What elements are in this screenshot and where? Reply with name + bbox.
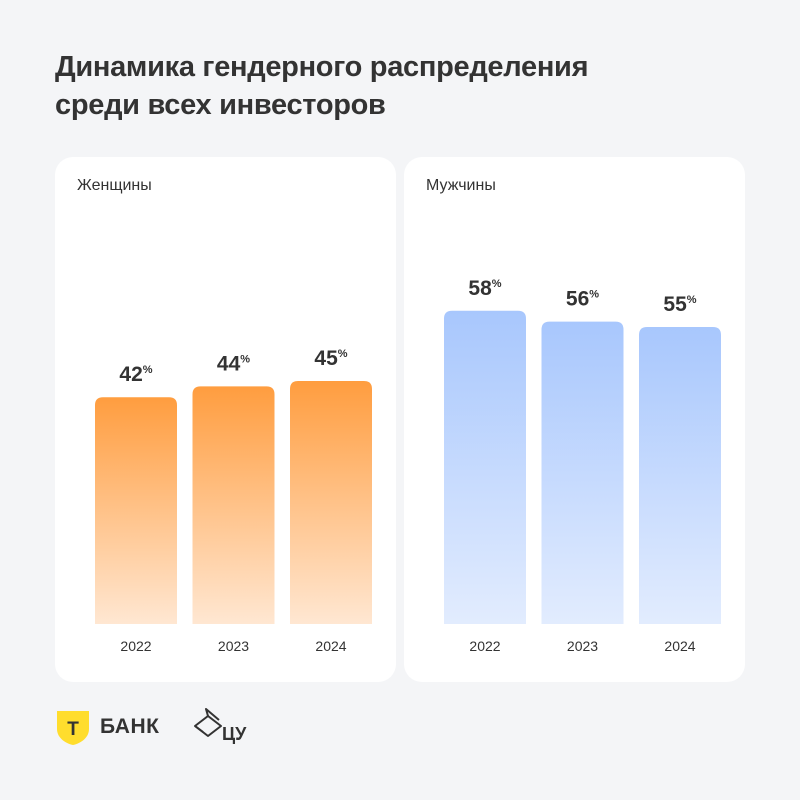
data-label-2024: 45% bbox=[314, 347, 347, 370]
title-line-2: среди всех инвесторов bbox=[55, 89, 386, 121]
x-tick-2024: 2024 bbox=[664, 638, 695, 654]
x-tick-2022: 2022 bbox=[469, 638, 500, 654]
cu-logo-text: ЦУ bbox=[222, 724, 247, 744]
tbank-logo-icon: Т bbox=[57, 711, 89, 745]
x-tick-2023: 2023 bbox=[567, 638, 598, 654]
x-tick-2022: 2022 bbox=[120, 638, 151, 654]
x-tick-2024: 2024 bbox=[315, 638, 346, 654]
chart-card-men: Мужчины 58% 2022 56% 2023 55% 2024 bbox=[404, 157, 745, 682]
chart-card-women: Женщины 42% 2022 44% 2023 45% 2024 bbox=[55, 157, 396, 682]
chart-women: 42% 2022 44% 2023 45% 2024 bbox=[95, 347, 372, 654]
cu-logo-icon bbox=[194, 708, 222, 737]
bar-2022 bbox=[444, 310, 526, 624]
bar-2024 bbox=[290, 381, 372, 624]
page-title: Динамика гендерного распределения среди … bbox=[55, 48, 755, 124]
data-label-2022: 42% bbox=[119, 363, 152, 386]
bar-2023 bbox=[541, 321, 624, 624]
chart-title-men: Мужчины bbox=[426, 177, 496, 194]
bar-2022 bbox=[95, 397, 177, 624]
data-label-2023: 56% bbox=[566, 288, 599, 311]
title-line-1: Динамика гендерного распределения bbox=[55, 51, 589, 83]
bar-2024 bbox=[639, 327, 721, 624]
tbank-logo-text: БАНК bbox=[100, 715, 160, 738]
chart-title-women: Женщины bbox=[77, 177, 152, 194]
data-label-2022: 58% bbox=[468, 277, 501, 300]
bar-2023 bbox=[192, 386, 275, 624]
data-label-2024: 55% bbox=[663, 293, 696, 316]
data-label-2023: 44% bbox=[217, 352, 250, 375]
chart-men: 58% 2022 56% 2023 55% 2024 bbox=[444, 277, 721, 654]
x-tick-2023: 2023 bbox=[218, 638, 249, 654]
tbank-mark: Т bbox=[67, 719, 79, 740]
